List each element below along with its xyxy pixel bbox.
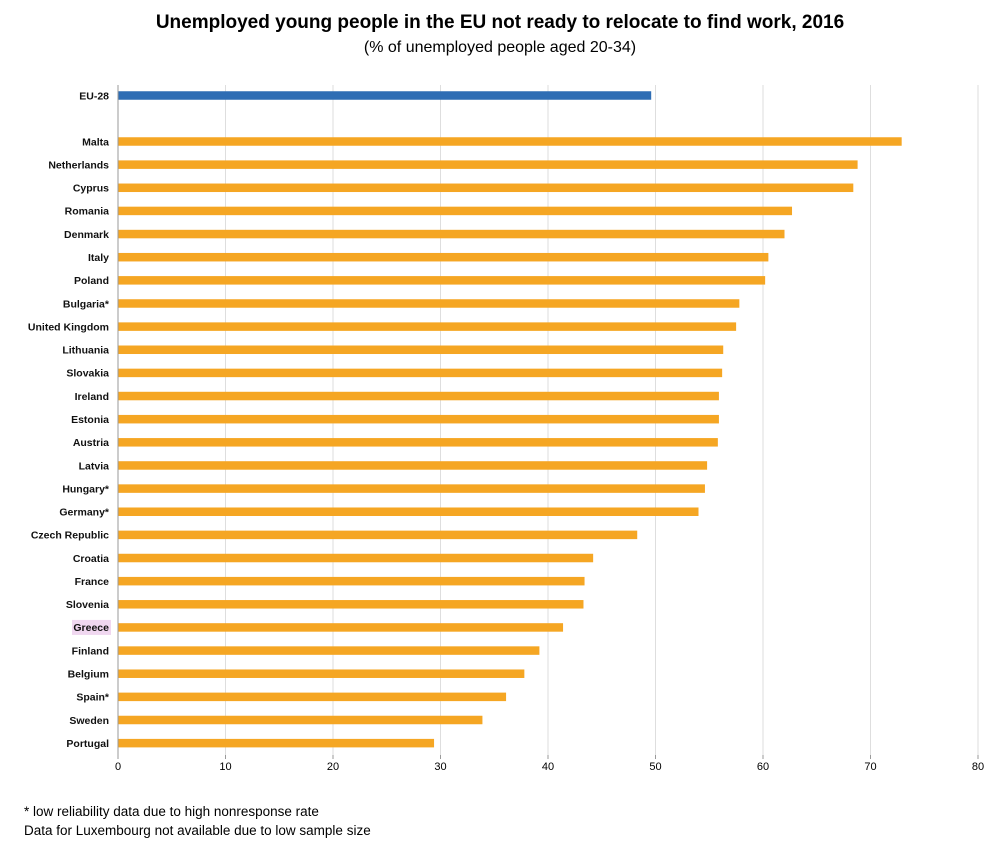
bar-finland <box>118 646 540 655</box>
bar-estonia <box>118 414 719 424</box>
category-label: Belgium <box>68 669 109 681</box>
category-label: Croatia <box>73 553 109 565</box>
category-label: Poland <box>74 275 109 287</box>
category-label: EU-28 <box>79 90 109 102</box>
bar-netherlands <box>118 160 858 169</box>
x-tick-label: 0 <box>115 761 121 773</box>
category-label: Hungary* <box>62 483 110 495</box>
category-label: Portugal <box>66 738 109 750</box>
x-tick-label: 40 <box>542 761 554 773</box>
category-label: Finland <box>72 645 109 657</box>
category-label: Estonia <box>71 414 109 426</box>
bar-bulgaria <box>118 299 740 308</box>
category-label: Malta <box>82 136 109 148</box>
category-label: Germany* <box>59 507 110 519</box>
category-labels: EU-28 Malta Netherlands Cyprus Romania Denmar… <box>28 90 111 750</box>
bar-italy <box>118 252 769 262</box>
bar-hungary <box>118 484 705 493</box>
chart-subtitle: (% of unemployed people aged 20-34) <box>363 39 637 56</box>
x-tick-label: 10 <box>219 761 231 773</box>
bar-czech-republic <box>118 530 638 540</box>
bar-latvia <box>118 461 708 470</box>
category-label: Romania <box>65 206 110 218</box>
category-label: Ireland <box>75 391 109 403</box>
highlight-label-bg <box>72 619 111 635</box>
category-label: Italy <box>88 252 109 264</box>
category-label: Sweden <box>69 715 109 727</box>
category-label: Denmark <box>64 229 109 241</box>
bar-spain <box>118 692 507 702</box>
bar-cyprus <box>118 183 854 193</box>
bar-slovenia <box>118 600 584 609</box>
category-label: Slovenia <box>66 599 109 611</box>
bar-malta <box>118 137 902 146</box>
bar-france <box>118 576 585 586</box>
x-tick-label: 50 <box>649 761 661 773</box>
bars-group <box>118 91 902 748</box>
footnote-reliability: * low reliability data due to high nonre… <box>24 804 319 819</box>
bar-slovakia <box>118 368 723 378</box>
x-tick-label: 30 <box>434 761 446 773</box>
grid-lines <box>117 85 979 755</box>
category-label: Spain* <box>76 692 110 704</box>
bar-belgium <box>118 669 525 678</box>
category-label: Bulgaria* <box>63 298 110 310</box>
bar-croatia <box>118 553 594 563</box>
bar-denmark <box>118 229 785 239</box>
bar-germany <box>118 507 699 516</box>
bar-poland <box>118 276 766 285</box>
category-label: Latvia <box>79 460 110 472</box>
bar-greece <box>118 623 564 632</box>
bar-chart: EU-28 Malta Netherlands Cyprus Romania Denmar… <box>28 85 984 773</box>
bar-eu-28 <box>118 91 652 100</box>
category-label: Czech Republic <box>31 530 109 542</box>
category-label: Greece <box>73 622 109 634</box>
footnote-luxembourg: Data for Luxembourg not available due to… <box>24 823 371 838</box>
category-label: Cyprus <box>73 183 109 195</box>
bar-ireland <box>118 391 719 401</box>
x-tick-label: 70 <box>864 761 876 773</box>
category-label: Slovakia <box>66 368 109 380</box>
category-label: Austria <box>73 437 109 449</box>
bar-united-kingdom <box>118 322 737 331</box>
x-tick-label: 80 <box>972 761 984 773</box>
x-tick-label: 20 <box>327 761 339 773</box>
category-label: Lithuania <box>62 345 109 357</box>
bar-sweden <box>118 715 483 725</box>
bar-austria <box>118 438 718 447</box>
category-label: United Kingdom <box>28 321 109 333</box>
bar-romania <box>118 206 793 216</box>
category-label: Netherlands <box>48 159 109 171</box>
bar-portugal <box>118 738 435 748</box>
bar-lithuania <box>118 345 724 355</box>
x-axis-ticks: 0 10 20 30 40 50 60 70 80 <box>115 755 984 773</box>
chart-title: Unemployed young people in the EU not re… <box>155 12 845 33</box>
x-tick-label: 60 <box>757 761 769 773</box>
category-label: France <box>75 576 110 588</box>
